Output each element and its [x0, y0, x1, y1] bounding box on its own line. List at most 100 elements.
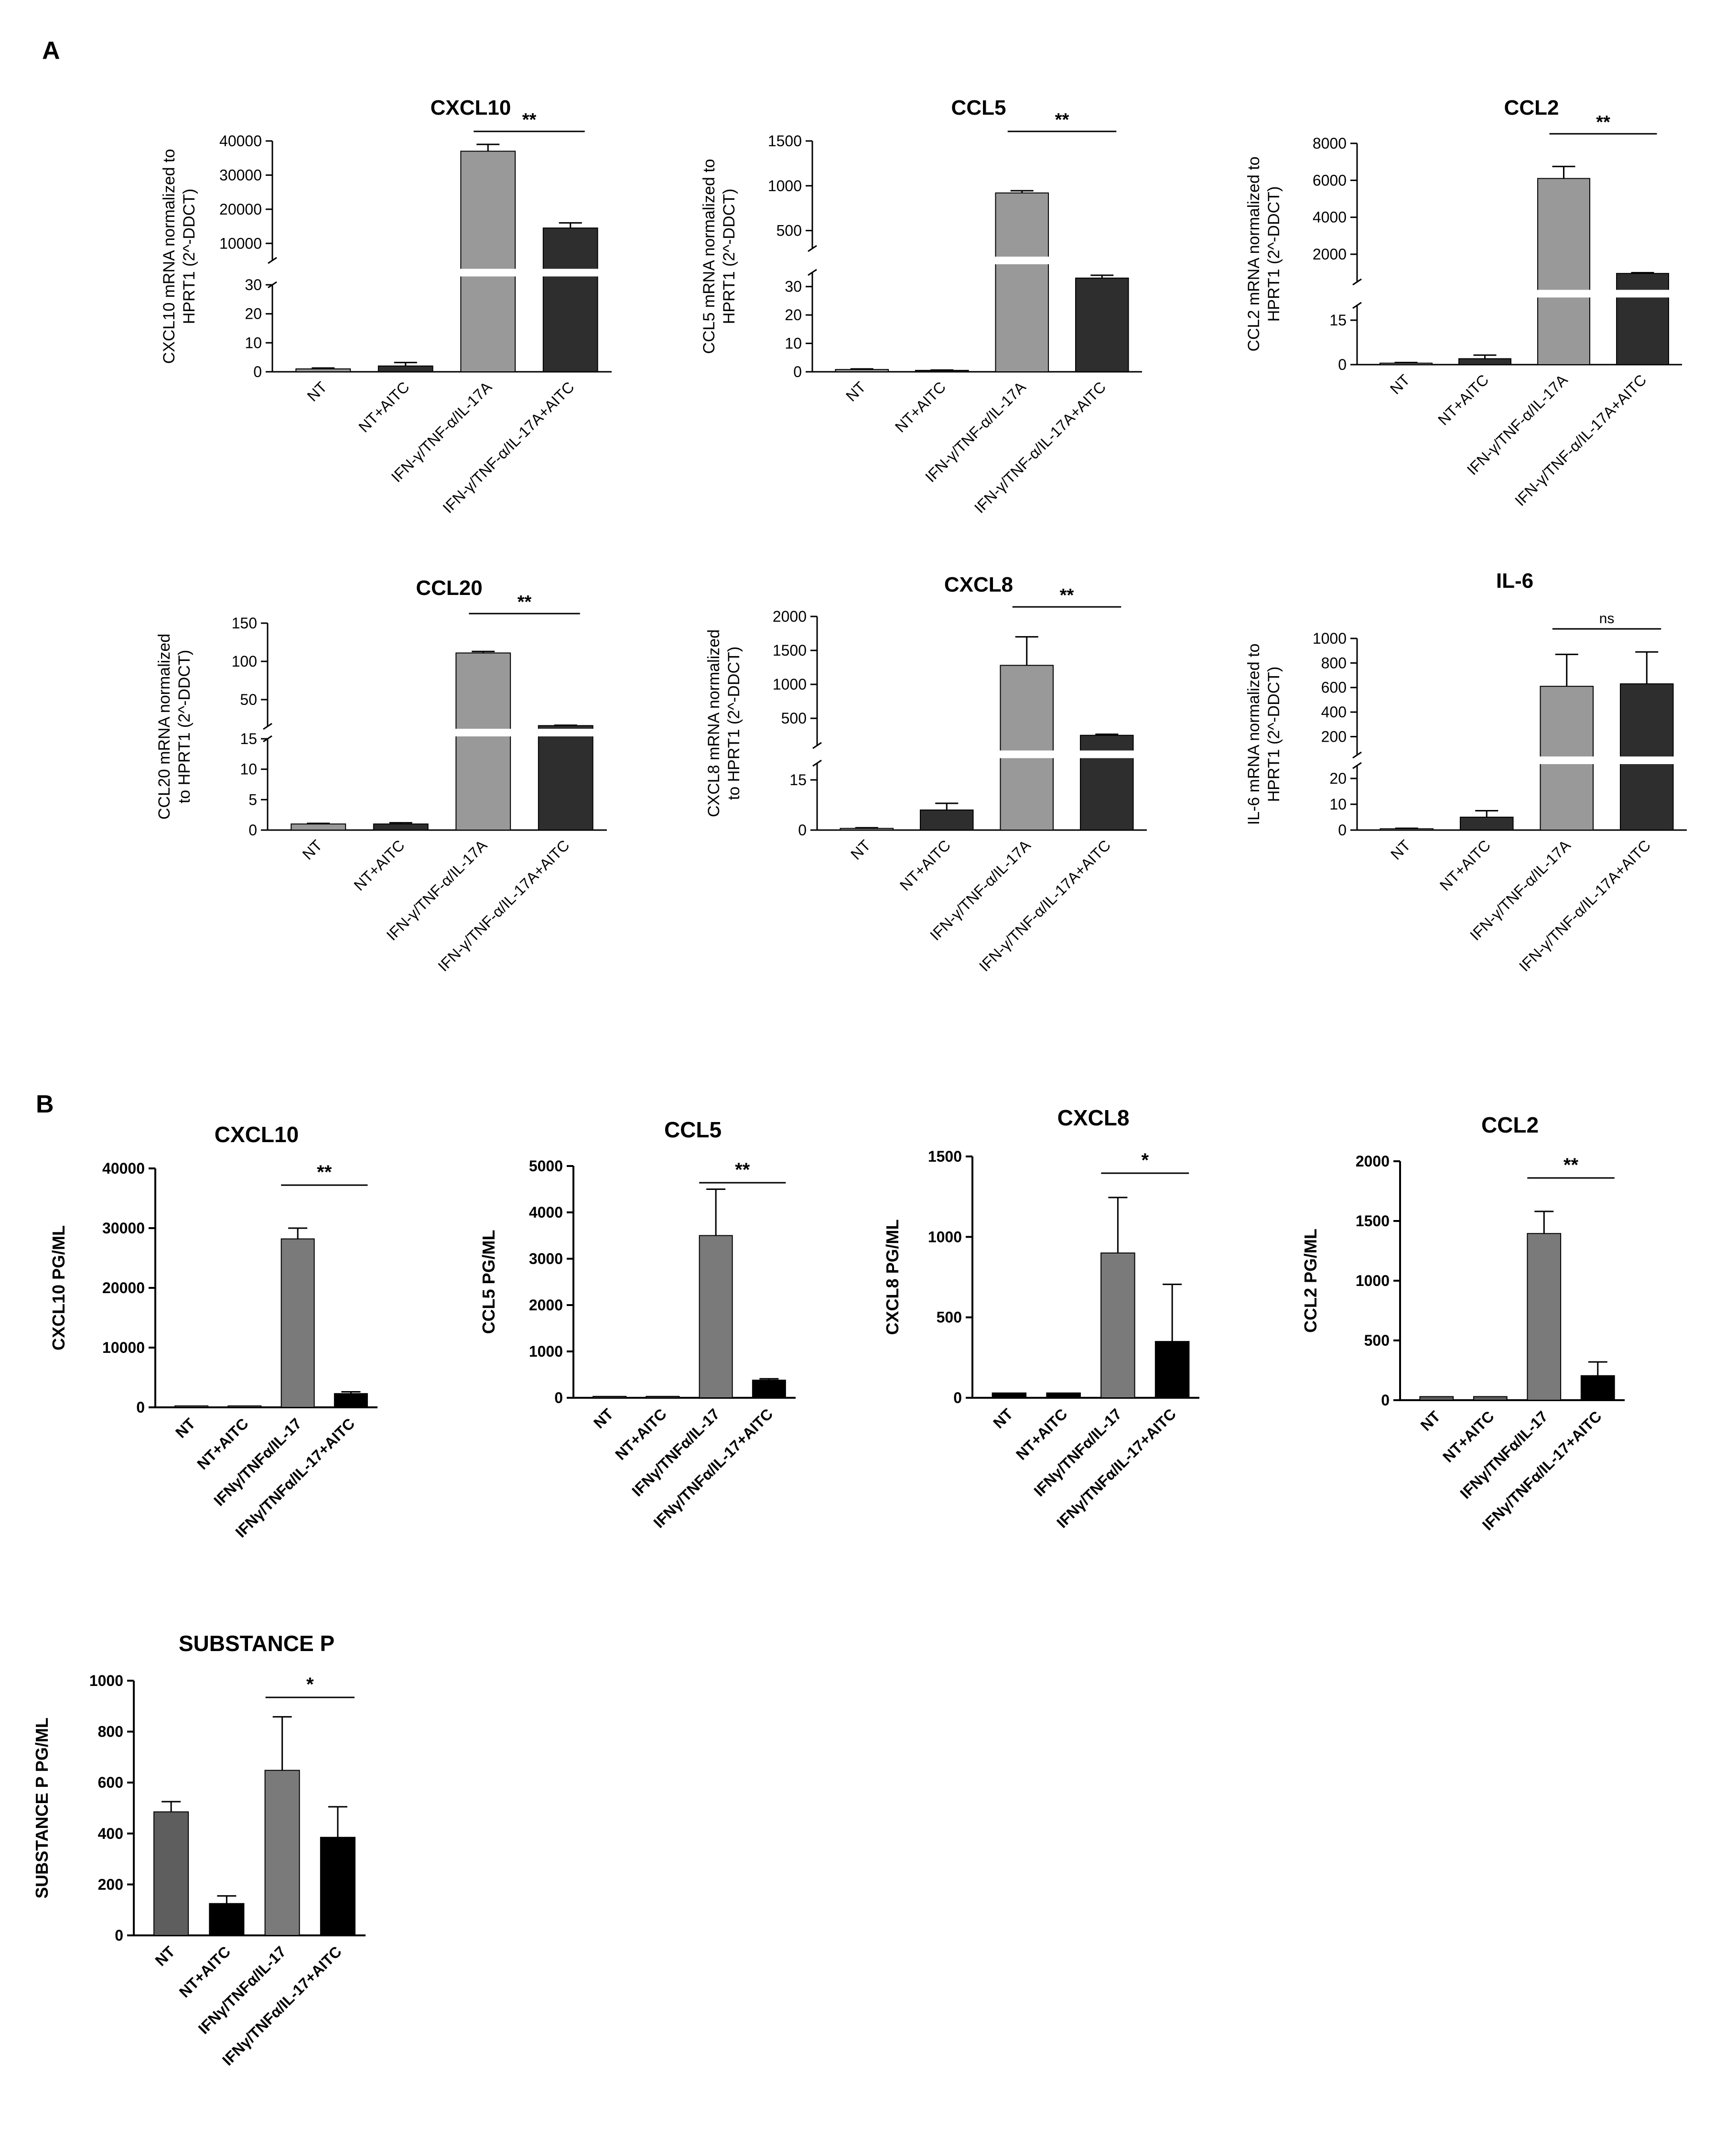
- axis-break-mark: [1352, 302, 1362, 309]
- y-tick-label: 0: [248, 821, 257, 839]
- y-axis-label-line: CXCL8 mRNA normalized: [705, 629, 723, 817]
- y-tick-label: 0: [798, 821, 807, 839]
- chart-title: SUBSTANCE P: [179, 1631, 334, 1656]
- x-tick-label: IFN-γ/TNF-α/IL-17A+AITC: [439, 378, 577, 516]
- y-tick-label: 10: [785, 335, 802, 352]
- bar-3: [1100, 1253, 1135, 1398]
- bar-1: [295, 368, 351, 373]
- axis-break-mark: [1352, 278, 1362, 286]
- y-tick-label: 20000: [219, 201, 262, 218]
- y-tick-label: 30000: [102, 1220, 145, 1237]
- y-axis-label-line: to HPRT1 (2^-DDCT): [725, 647, 743, 800]
- significance-marker: *: [1141, 1150, 1149, 1171]
- significance-marker: *: [306, 1674, 314, 1695]
- bar-3: [1537, 178, 1590, 365]
- y-tick-label: 5: [248, 791, 257, 808]
- bar-4: [542, 227, 598, 372]
- x-tick-label: NT+AITC: [1439, 1407, 1498, 1466]
- x-tick-label: NT: [299, 836, 326, 863]
- y-tick-label: 1500: [773, 642, 807, 659]
- axis-break-mark: [812, 759, 822, 767]
- y-tick-label: 10: [245, 334, 262, 351]
- panel-label-a: A: [42, 37, 60, 65]
- y-axis-label: CCL20 mRNA normalized to HPRT1 (2^-DDCT): [155, 634, 194, 820]
- y-tick-label: 15: [789, 771, 807, 788]
- bar-break-gap: [537, 729, 594, 736]
- x-tick-label: NT+AITC: [1434, 371, 1492, 428]
- bar-4: [1580, 1375, 1615, 1401]
- bar-3: [1000, 665, 1054, 831]
- y-tick-label: 500: [781, 710, 807, 727]
- axis-break-mark: [268, 257, 277, 264]
- y-tick-label: 1000: [529, 1343, 563, 1360]
- y-tick-label: 800: [1321, 654, 1347, 671]
- y-tick-label: 200: [1321, 728, 1347, 745]
- y-tick-label: 1500: [928, 1148, 962, 1165]
- significance-marker: **: [1055, 110, 1069, 130]
- x-tick-label: NT: [151, 1943, 178, 1969]
- bar-4: [1154, 1341, 1190, 1399]
- y-tick-label: 800: [98, 1723, 123, 1740]
- y-tick-label: 100: [232, 653, 257, 670]
- x-tick-label: NT: [1387, 371, 1413, 398]
- x-tick-label: IFN-γ/TNF-α/IL-17A+AITC: [1516, 836, 1654, 974]
- chart-title: CCL20: [416, 576, 482, 600]
- y-axis-label: SUBSTANCE P PG/ML: [32, 1717, 52, 1899]
- chart-a-3: CCL2 CCL2 mRNA normalized to HPRT1 (2^-DDC…: [1245, 96, 1682, 509]
- y-tick-label: 40000: [219, 132, 262, 150]
- x-tick-label: NT+AITC: [1013, 1405, 1071, 1463]
- bar-1: [992, 1392, 1027, 1398]
- y-axis-label: CCL2 PG/ML: [1301, 1229, 1320, 1333]
- axis-break-mark: [808, 269, 817, 276]
- bar-break-gap: [542, 269, 599, 277]
- significance-marker: **: [1563, 1155, 1579, 1176]
- x-tick-label: NT: [847, 836, 874, 863]
- bar-1: [835, 369, 889, 373]
- chart-b-5: SUBSTANCE P SUBSTANCE P PG/ML 0 200 400 600 80…: [32, 1631, 366, 2069]
- y-tick-label: 8000: [1313, 135, 1347, 152]
- y-tick-label: 150: [232, 615, 257, 632]
- y-tick-label: 1000: [773, 676, 807, 693]
- chart-title: CXCL8: [944, 573, 1013, 596]
- bar-break-gap: [455, 729, 512, 736]
- x-tick-label: NT: [990, 1405, 1016, 1432]
- y-tick-label: 10000: [219, 235, 262, 252]
- y-axis-label: CCL5 PG/ML: [479, 1230, 498, 1334]
- axis-break-mark: [812, 742, 822, 749]
- bar-break-gap: [1619, 756, 1674, 764]
- x-tick-label: IFNγ/TNFα/IL-17: [628, 1405, 723, 1500]
- y-tick-label: 15: [1329, 312, 1347, 329]
- y-tick-label: 400: [1321, 703, 1347, 721]
- bar-2: [377, 365, 433, 372]
- bar-4: [334, 1393, 368, 1408]
- bar-2: [1459, 817, 1514, 831]
- bar-1: [593, 1396, 627, 1398]
- chart-a-5: CXCL8 CXCL8 mRNA normalized to HPRT1 (2^-D…: [705, 573, 1147, 975]
- axis-break-mark: [263, 723, 272, 730]
- y-tick-label: 0: [115, 1927, 123, 1944]
- y-tick-label: 0: [136, 1399, 145, 1416]
- y-tick-label: 0: [1338, 821, 1347, 839]
- y-axis-label: IL-6 mRNA normalized to HPRT1 (2^-DDCT): [1245, 644, 1283, 825]
- y-tick-label: 500: [776, 222, 802, 239]
- bar-2: [1046, 1392, 1081, 1398]
- chart-b-1: CXCL10 CXCL10 PG/ML 0 10000 20000 30000 40000 N…: [49, 1122, 377, 1541]
- chart-title: CCL2: [1504, 96, 1559, 119]
- chart-title: CXCL8: [1057, 1105, 1130, 1130]
- y-tick-label: 10000: [102, 1339, 145, 1356]
- bar-1: [174, 1405, 209, 1408]
- significance-marker: **: [317, 1162, 332, 1183]
- y-axis-label-line: HPRT1 (2^-DDCT): [180, 189, 198, 324]
- y-tick-label: 1000: [89, 1672, 123, 1689]
- y-axis-label-line: HPRT1 (2^-DDCT): [1265, 667, 1283, 802]
- y-tick-label: 4000: [529, 1204, 563, 1221]
- y-tick-label: 1000: [1313, 630, 1347, 647]
- y-tick-label: 5000: [529, 1157, 563, 1175]
- y-tick-label: 1500: [768, 132, 802, 150]
- y-tick-label: 2000: [1313, 246, 1347, 263]
- bar-break-gap: [1539, 756, 1595, 764]
- x-tick-label: NT+AITC: [176, 1943, 234, 2001]
- bar-break-gap: [460, 269, 517, 277]
- significance-marker: **: [518, 592, 532, 612]
